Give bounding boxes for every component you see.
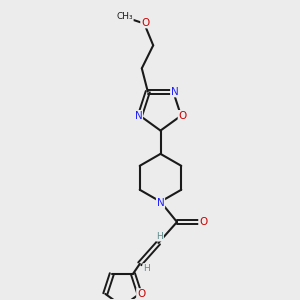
Text: O: O: [141, 18, 149, 28]
Text: N: N: [157, 198, 164, 208]
Text: H: H: [157, 232, 163, 241]
Text: H: H: [143, 264, 150, 273]
Text: O: O: [199, 217, 207, 227]
Text: CH₃: CH₃: [116, 12, 133, 21]
Text: N: N: [171, 87, 178, 97]
Text: N: N: [135, 111, 142, 121]
Text: O: O: [178, 111, 187, 121]
Text: O: O: [137, 289, 145, 299]
